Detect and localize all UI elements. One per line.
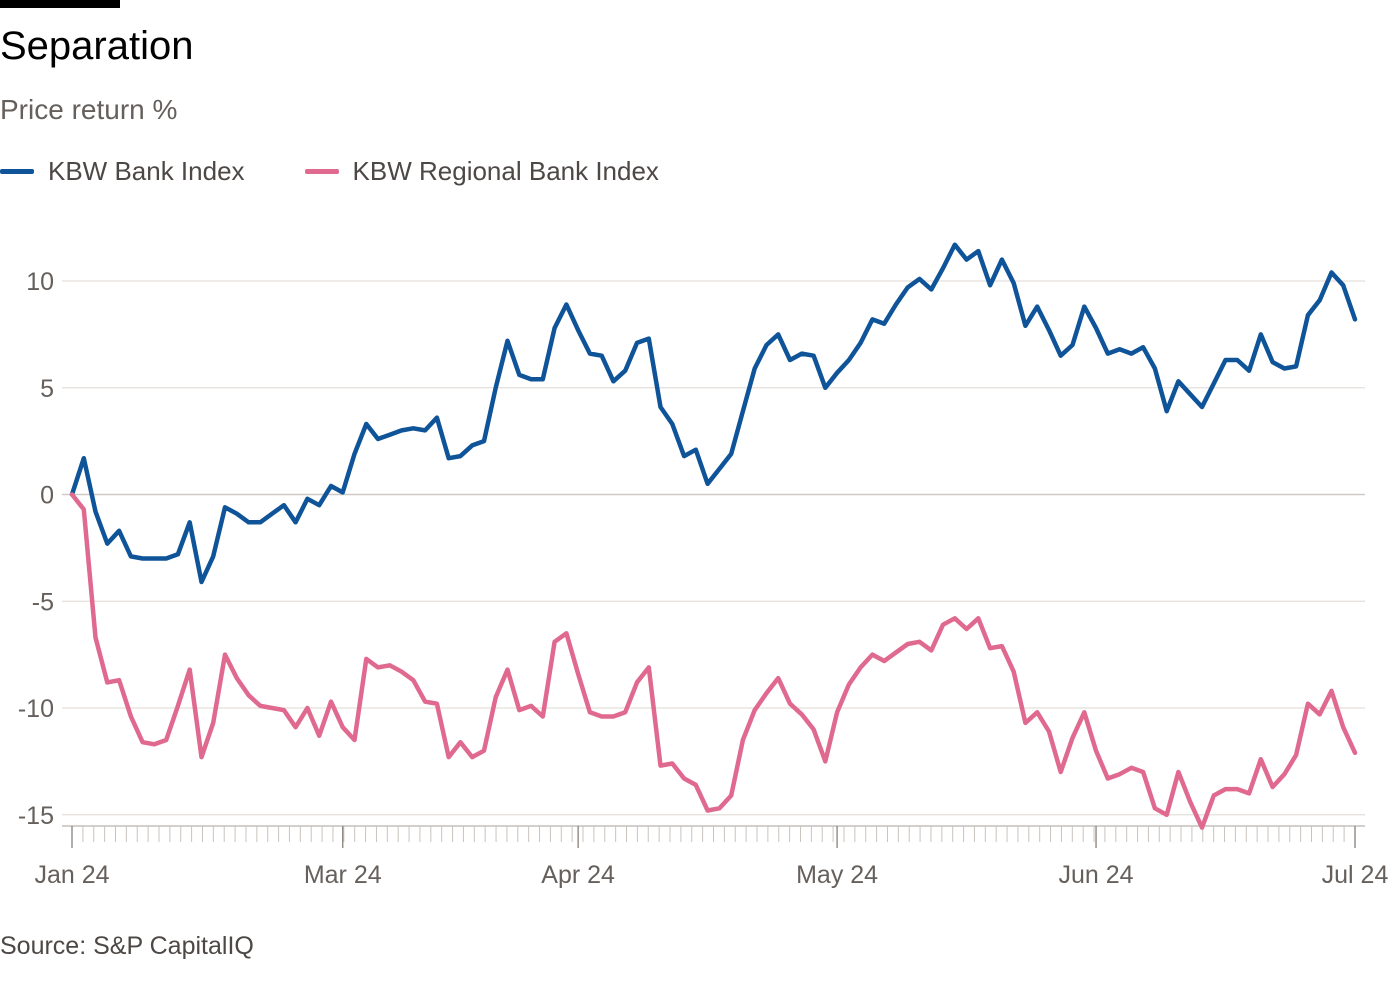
legend-swatch-kbw-regional <box>304 169 339 174</box>
legend-label-kbw-regional: KBW Regional Bank Index <box>352 156 659 186</box>
y-tick-label-neg5: -5 <box>32 588 54 616</box>
chart-subtitle: Price return % <box>0 94 178 125</box>
x-tick-label-may-24: May 24 <box>796 861 878 889</box>
x-tick-label-apr-24: Apr 24 <box>541 861 615 889</box>
y-tick-label-neg15: -15 <box>18 802 54 830</box>
legend-item-kbw-regional: KBW Regional Bank Index <box>304 156 659 187</box>
y-tick-label-0: 0 <box>40 482 54 510</box>
x-tick-label-mar-24: Mar 24 <box>304 861 382 889</box>
legend-swatch-kbw-bank <box>0 169 34 174</box>
legend-label-kbw-bank: KBW Bank Index <box>48 156 245 186</box>
y-tick-label-neg10: -10 <box>18 695 54 723</box>
brand-bar <box>0 0 120 8</box>
chart-title: Separation <box>0 24 194 68</box>
x-tick-label-jan-24: Jan 24 <box>34 861 109 889</box>
series-line-kbw-regional-bank-index <box>69 492 1358 830</box>
x-tick-label-jul-24: Jul 24 <box>1322 861 1389 889</box>
y-tick-label-10: 10 <box>26 268 54 296</box>
legend-item-kbw-bank: KBW Bank Index <box>0 156 245 187</box>
legend: KBW Bank Index KBW Regional Bank Index <box>0 156 659 187</box>
y-tick-label-5: 5 <box>40 375 54 403</box>
series-line-kbw-bank-index <box>69 242 1358 585</box>
x-tick-label-jun-24: Jun 24 <box>1059 861 1134 889</box>
source-note: Source: S&P CapitalIQ <box>0 932 254 960</box>
